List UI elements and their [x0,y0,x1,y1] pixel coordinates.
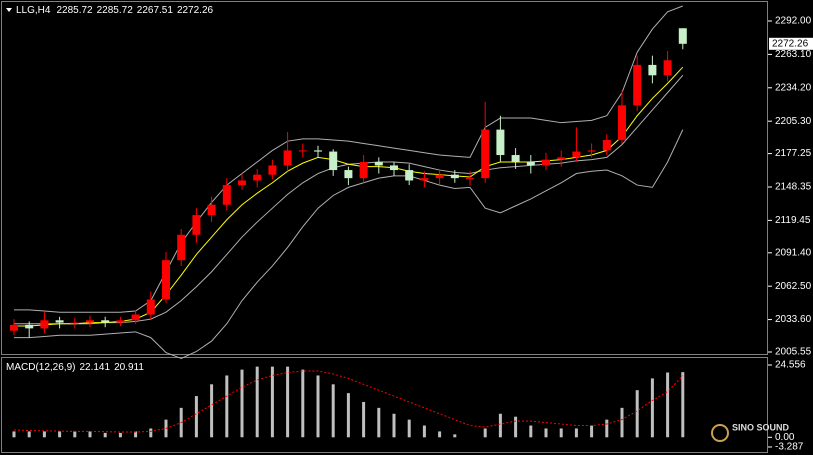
candle-body [344,170,353,179]
y-tick-label: 2263.10 [775,49,812,60]
macd-header: MACD(12,26,9) 22.141 20.911 [6,362,144,373]
candle-body [101,320,110,323]
y-tick-label: 2292.00 [775,16,812,27]
watermark-logo [711,424,729,442]
candle-body [390,165,398,171]
header-low: 2267.51 [137,5,174,16]
candle-body [374,161,383,166]
candle-body [648,64,657,76]
candle-body [70,322,79,324]
candle-body [86,320,94,323]
plot-layer: 2292.00 2263.10 2234.20 2205.30 2177.25 2148.… [10,5,813,453]
symbol: LLG,H4 [16,5,51,16]
candle-body [207,204,216,216]
candle-body [25,324,34,329]
indicator-line [14,129,684,359]
y-tick-label: 2005.55 [775,347,812,358]
candle-body [466,178,474,180]
candle-body [602,140,611,151]
price-tag-bg [769,37,813,50]
candle-body [542,159,550,166]
header-open: 2285.72 [56,5,93,16]
header-high: 2285.72 [97,5,134,16]
menu-arrow [6,8,12,12]
candle-body [678,28,687,44]
y-tick-label: 2234.20 [775,82,812,93]
header-close: 2272.26 [177,5,214,16]
candle-body [618,105,626,141]
candle-body [10,324,18,331]
candle-body [450,174,459,179]
candle-body [481,129,490,179]
candle-body [420,178,429,181]
candle-body [359,161,368,179]
candle-body [435,174,444,179]
candle-body [557,157,566,160]
y-tick-label: 2205.30 [775,116,812,127]
y-tick-label: 2062.50 [775,281,812,292]
candle-body [526,161,535,166]
macd-title: MACD(12,26,9) [6,362,75,373]
candle-body [162,260,170,300]
candle-body [298,150,307,152]
candle-body [253,174,262,181]
candle-body [55,320,64,323]
y-tick-label: 24.556 [775,360,806,371]
watermark: SINO SOUND [732,422,790,432]
y-tick-label: 2119.45 [775,215,811,226]
price-tag: 2272.26 [772,38,809,49]
candle-body [222,185,231,205]
macd-panel-frame [1,357,768,453]
indicator-line [14,5,683,313]
candle-body [405,170,414,181]
signal-value: 20.911 [114,362,144,373]
candle-body [283,150,292,166]
candle-body [314,150,322,152]
signal-line [13,370,684,433]
candle-body [329,151,338,171]
y-tick-label: 0.00 [775,432,795,443]
candle-body [511,155,520,162]
main-header: LLG,H4 2285.72 2285.72 2267.51 2272.26 [16,5,214,16]
y-tick-label: 2091.40 [775,247,812,258]
y-tick-label: 2033.60 [775,314,812,325]
y-tick-label: 2148.35 [775,182,812,193]
candle-body [572,151,581,158]
candle-body [40,320,49,329]
macd-value: 22.141 [79,362,110,373]
candle-body [587,150,596,152]
y-tick-label: 2177.25 [775,148,812,159]
main-panel-frame [1,1,768,355]
y-tick-label: -3.287 [775,442,804,453]
candle-body [192,215,201,235]
candle-body [238,180,246,186]
indicator-line [14,66,684,327]
candle-body [177,234,186,261]
candle-body [633,64,642,106]
candle-body [496,129,505,156]
candle-body [146,299,155,315]
candle-body [116,320,125,323]
candle-body [663,60,672,76]
candle-body [268,165,277,175]
candle-body [131,314,140,321]
